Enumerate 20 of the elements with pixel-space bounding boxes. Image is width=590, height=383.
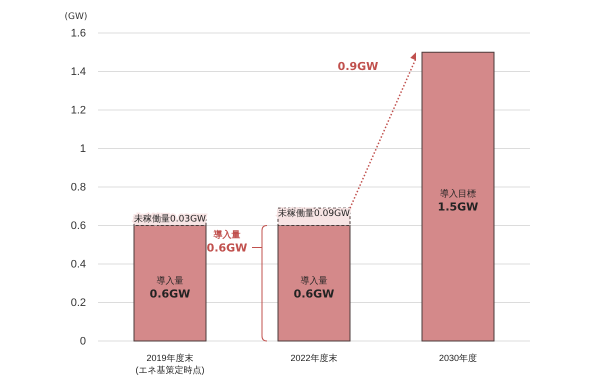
y-tick-label: 1	[80, 143, 86, 156]
y-tick-label: 0.4	[70, 258, 86, 271]
x-tick-label: 2022年度末	[290, 353, 338, 363]
bar	[422, 52, 494, 342]
y-tick-label: 0.8	[70, 182, 86, 194]
data-label: 導入量 0.6GW	[150, 275, 190, 300]
y-tick-label: 0.6	[70, 220, 86, 232]
annotation: 0.9GW	[338, 60, 378, 74]
y-tick-label: 0	[80, 336, 86, 348]
x-tick-label: 2019年度末 (エネ基策定時点)	[136, 353, 204, 375]
y-tick-label: 1.6	[70, 28, 86, 40]
y-tick-label: 1.2	[70, 104, 86, 117]
data-label: 未稼働量0.09GW	[278, 208, 350, 219]
y-tick-label: 0.2	[70, 297, 86, 310]
annotation: 導入量 0.6GW	[206, 230, 248, 254]
y-tick-label: 1.4	[70, 66, 86, 78]
data-label: 導入目標 1.5GW	[438, 188, 478, 214]
x-tick-label: 2030年度	[438, 353, 478, 363]
data-label: 導入量 0.6GW	[294, 275, 334, 300]
y-axis-title: (GW)	[64, 12, 88, 22]
